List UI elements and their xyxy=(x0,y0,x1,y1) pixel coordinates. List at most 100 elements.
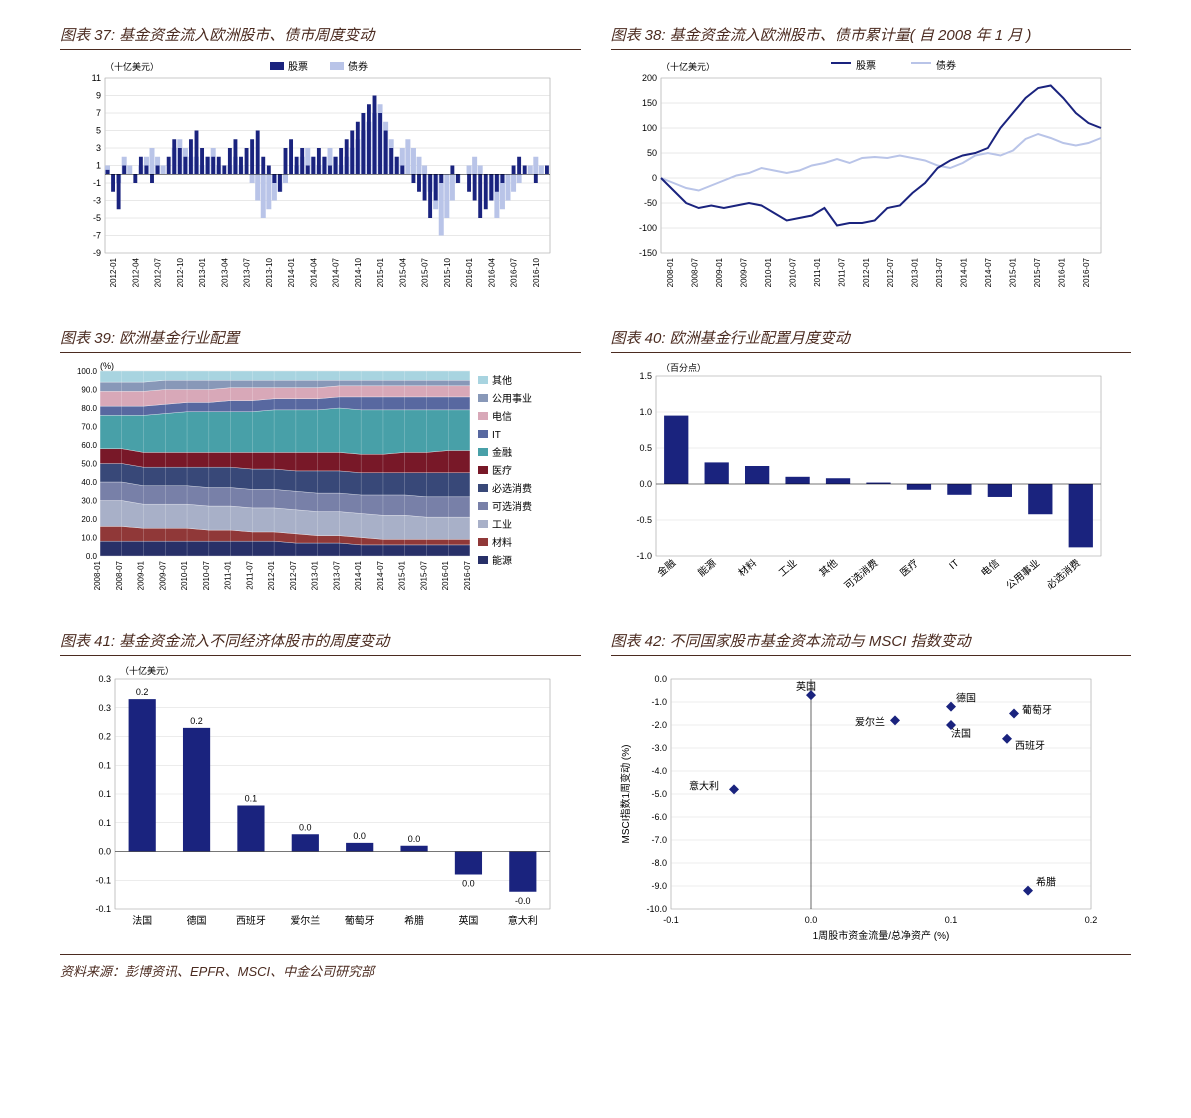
svg-text:0.3: 0.3 xyxy=(98,674,111,684)
svg-text:-150: -150 xyxy=(638,248,656,258)
svg-text:其他: 其他 xyxy=(492,374,512,387)
svg-text:0.1: 0.1 xyxy=(245,794,258,804)
svg-text:40.0: 40.0 xyxy=(81,478,97,487)
title-37: 图表 37: 基金资金流入欧洲股市、债市周度变动 xyxy=(60,20,581,50)
svg-text:100.0: 100.0 xyxy=(77,367,98,376)
svg-text:9: 9 xyxy=(96,91,101,101)
svg-text:-0.5: -0.5 xyxy=(636,515,652,525)
svg-text:2011-01: 2011-01 xyxy=(812,257,821,286)
svg-text:医疗: 医疗 xyxy=(897,556,921,579)
svg-text:2014-10: 2014-10 xyxy=(354,257,363,287)
chart-38: （十亿美元）股票债券-150-100-500501001502002008-01… xyxy=(611,58,1111,303)
svg-text:2016-10: 2016-10 xyxy=(532,257,541,287)
svg-text:11: 11 xyxy=(92,73,101,83)
svg-text:2016-07: 2016-07 xyxy=(1081,257,1090,287)
svg-text:法国: 法国 xyxy=(951,727,971,740)
svg-text:5: 5 xyxy=(96,126,101,136)
svg-text:-50: -50 xyxy=(643,198,656,208)
svg-text:2012-01: 2012-01 xyxy=(861,257,870,287)
svg-text:2008-01: 2008-01 xyxy=(666,257,675,287)
svg-text:2014-07: 2014-07 xyxy=(984,257,993,287)
svg-text:2014-07: 2014-07 xyxy=(332,257,341,287)
svg-text:-4.0: -4.0 xyxy=(651,766,667,776)
svg-text:2012-07: 2012-07 xyxy=(289,560,298,590)
chart-42: -10.0-9.0-8.0-7.0-6.0-5.0-4.0-3.0-2.0-1.… xyxy=(611,664,1111,944)
chart-39: (%)0.010.020.030.040.050.060.070.080.090… xyxy=(60,361,560,606)
svg-text:葡萄牙: 葡萄牙 xyxy=(345,914,375,927)
svg-text:-0.1: -0.1 xyxy=(663,915,679,925)
title-42: 图表 42: 不同国家股市基金资本流动与 MSCI 指数变动 xyxy=(611,626,1132,656)
svg-text:2008-07: 2008-07 xyxy=(690,257,699,287)
svg-text:-8.0: -8.0 xyxy=(651,858,667,868)
svg-text:0.2: 0.2 xyxy=(136,687,149,697)
svg-text:0.3: 0.3 xyxy=(98,703,111,713)
svg-text:-1: -1 xyxy=(93,178,101,188)
svg-text:0.2: 0.2 xyxy=(190,716,203,726)
svg-text:200: 200 xyxy=(641,73,656,83)
svg-text:2013-04: 2013-04 xyxy=(220,257,229,287)
svg-text:2014-04: 2014-04 xyxy=(309,257,318,287)
svg-text:（十亿美元）: （十亿美元） xyxy=(120,665,174,676)
svg-text:2010-01: 2010-01 xyxy=(180,560,189,590)
svg-text:1: 1 xyxy=(96,161,101,171)
svg-text:2012-07: 2012-07 xyxy=(886,257,895,287)
svg-text:2011-01: 2011-01 xyxy=(224,560,233,589)
svg-text:西班牙: 西班牙 xyxy=(1015,740,1045,752)
svg-text:70.0: 70.0 xyxy=(81,423,97,432)
svg-text:0.2: 0.2 xyxy=(1084,915,1097,925)
svg-text:意大利: 意大利 xyxy=(508,914,538,927)
svg-text:2015-07: 2015-07 xyxy=(419,560,428,590)
svg-text:金融: 金融 xyxy=(492,446,512,459)
svg-text:-3.0: -3.0 xyxy=(651,743,667,753)
svg-text:债券: 债券 xyxy=(936,59,956,72)
svg-text:50.0: 50.0 xyxy=(81,460,97,469)
svg-text:必选消费: 必选消费 xyxy=(492,482,532,495)
svg-text:2016-04: 2016-04 xyxy=(487,257,496,287)
svg-text:英国: 英国 xyxy=(796,680,816,693)
svg-text:-1.0: -1.0 xyxy=(636,551,652,561)
svg-text:90.0: 90.0 xyxy=(81,386,97,395)
svg-text:2014-01: 2014-01 xyxy=(287,257,296,287)
source-footer: 资料来源：彭博资讯、EPFR、MSCI、中金公司研究部 xyxy=(60,954,1131,980)
svg-text:意大利: 意大利 xyxy=(689,779,719,792)
chart-41: （十亿美元）-0.1-0.10.00.10.10.10.20.30.30.20.… xyxy=(60,664,560,944)
svg-text:0.0: 0.0 xyxy=(98,847,111,857)
svg-text:-9: -9 xyxy=(93,248,101,258)
svg-text:能源: 能源 xyxy=(492,554,512,567)
svg-text:-3: -3 xyxy=(93,196,101,206)
svg-text:-5: -5 xyxy=(93,213,101,223)
svg-text:2010-01: 2010-01 xyxy=(764,257,773,287)
svg-text:英国: 英国 xyxy=(458,914,478,927)
svg-text:0.0: 0.0 xyxy=(804,915,817,925)
svg-text:2014-01: 2014-01 xyxy=(959,257,968,287)
svg-text:（十亿美元）: （十亿美元） xyxy=(661,61,715,72)
svg-text:工业: 工业 xyxy=(492,519,512,531)
svg-text:IT: IT xyxy=(947,558,961,572)
svg-text:100: 100 xyxy=(641,123,656,133)
title-41: 图表 41: 基金资金流入不同经济体股市的周度变动 xyxy=(60,626,581,656)
svg-text:2009-01: 2009-01 xyxy=(715,257,724,287)
panel-38: 图表 38: 基金资金流入欧洲股市、债市累计量( 自 2008 年 1 月 ) … xyxy=(611,20,1132,303)
svg-text:股票: 股票 xyxy=(288,61,308,73)
svg-text:工业: 工业 xyxy=(776,557,799,579)
svg-text:0.0: 0.0 xyxy=(86,552,98,561)
svg-text:2014-07: 2014-07 xyxy=(376,560,385,590)
svg-text:2009-01: 2009-01 xyxy=(137,560,146,590)
svg-text:必选消费: 必选消费 xyxy=(1043,556,1082,592)
svg-text:希腊: 希腊 xyxy=(404,914,424,927)
svg-text:2015-01: 2015-01 xyxy=(398,560,407,590)
svg-text:150: 150 xyxy=(641,98,656,108)
svg-text:3: 3 xyxy=(96,143,101,153)
svg-text:能源: 能源 xyxy=(694,556,718,579)
svg-text:德国: 德国 xyxy=(956,692,976,705)
svg-text:2013-07: 2013-07 xyxy=(332,560,341,590)
title-39: 图表 39: 欧洲基金行业配置 xyxy=(60,323,581,353)
svg-text:60.0: 60.0 xyxy=(81,441,97,450)
svg-text:葡萄牙: 葡萄牙 xyxy=(1022,704,1052,717)
svg-text:2010-07: 2010-07 xyxy=(788,257,797,287)
svg-text:德国: 德国 xyxy=(187,914,207,927)
svg-text:0.1: 0.1 xyxy=(98,818,111,828)
svg-text:2014-01: 2014-01 xyxy=(354,560,363,590)
svg-text:2012-07: 2012-07 xyxy=(154,257,163,287)
svg-text:公用事业: 公用事业 xyxy=(1003,556,1042,592)
